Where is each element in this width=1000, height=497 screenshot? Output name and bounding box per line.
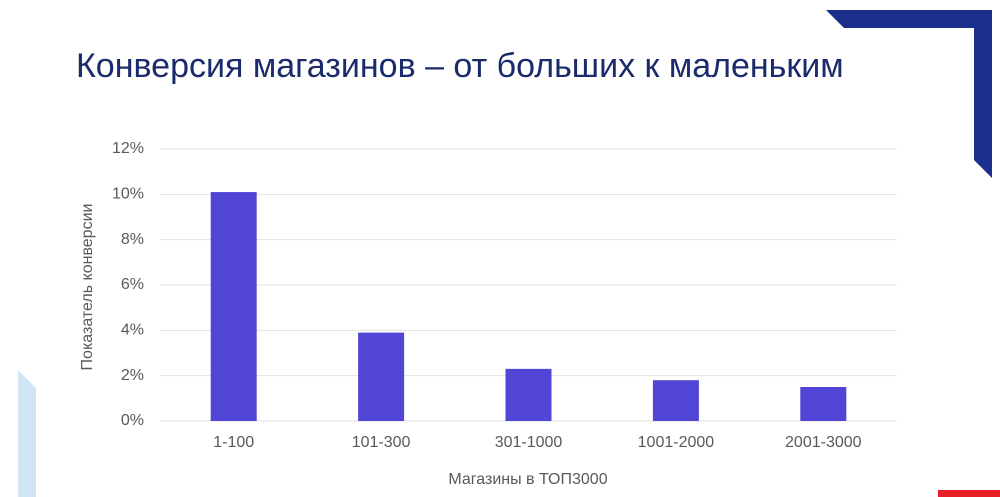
y-tick-label: 12%: [112, 140, 144, 157]
corner-decoration: [826, 10, 992, 178]
x-tick-label: 301-1000: [495, 434, 563, 451]
y-tick-label: 2%: [121, 367, 144, 384]
bar: [210, 192, 257, 421]
x-axis-label: Магазины в ТОП3000: [448, 471, 607, 488]
bar: [652, 380, 699, 421]
x-tick-label: 2001-3000: [785, 434, 862, 451]
y-tick-label: 4%: [121, 322, 144, 339]
y-axis-label: Показатель конверсии: [79, 204, 96, 371]
y-tick-label: 10%: [112, 186, 144, 203]
x-tick-label: 1001-2000: [638, 434, 715, 451]
bar: [358, 332, 405, 421]
x-tick-label: 1-100: [213, 434, 254, 451]
bar: [800, 387, 847, 421]
x-tick-label: 101-300: [352, 434, 411, 451]
accent-decoration: [938, 490, 1000, 497]
y-tick-label: 8%: [121, 231, 144, 248]
side-decoration: [18, 370, 36, 497]
chart-title: Конверсия магазинов – от больших к мален…: [76, 47, 844, 85]
y-tick-label: 0%: [121, 412, 144, 429]
bar: [505, 368, 552, 421]
y-tick-label: 6%: [121, 276, 144, 293]
